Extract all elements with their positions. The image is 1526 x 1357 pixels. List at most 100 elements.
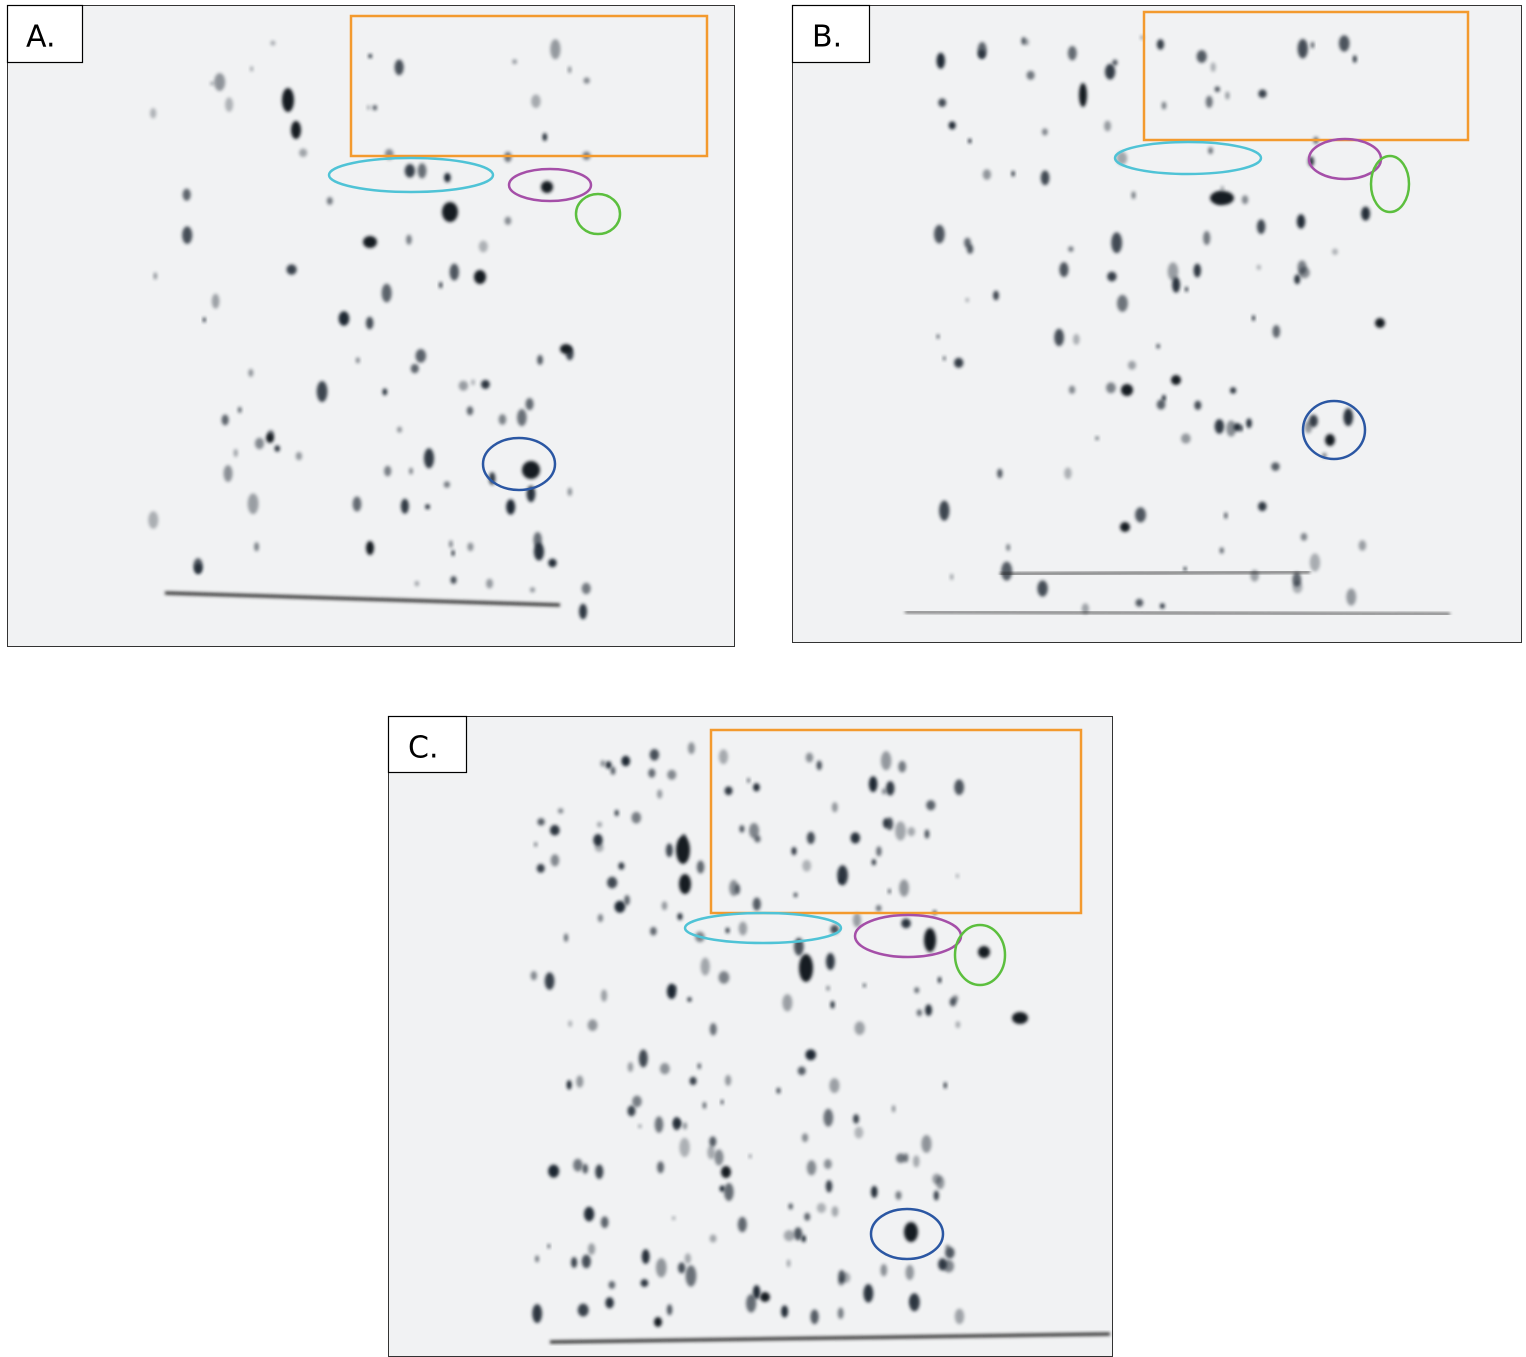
gel-spot — [1197, 50, 1207, 63]
gel-spot — [250, 66, 253, 71]
gel-spot — [542, 133, 547, 141]
gel-spot — [802, 1133, 808, 1142]
gel-spot — [601, 989, 607, 1001]
gel-spot — [679, 1138, 689, 1157]
gel-spot — [444, 173, 451, 182]
gel-spot — [615, 810, 619, 817]
gel-spot — [697, 1063, 701, 1069]
gel-spot — [1242, 195, 1248, 204]
gel-spot — [685, 1253, 691, 1263]
gel-spot — [214, 73, 225, 91]
gel-spot — [855, 1021, 865, 1035]
gel-spot — [882, 788, 887, 794]
gel-spot — [415, 581, 420, 586]
gel-spot — [418, 163, 427, 178]
gel-spot — [983, 169, 991, 180]
gel-spot — [830, 1001, 834, 1009]
gel-spot — [1006, 544, 1010, 551]
gel-spot — [274, 445, 280, 452]
gel-spot — [788, 1203, 793, 1209]
gel-spot — [291, 121, 301, 139]
gel-spot — [1246, 418, 1252, 428]
gel-spot — [548, 559, 556, 568]
gel-spot — [1073, 334, 1080, 345]
gel-spot — [1343, 408, 1353, 426]
gel-spot — [655, 1116, 664, 1132]
gel-spot — [954, 779, 964, 795]
gel-spot — [881, 751, 891, 770]
gel-spot — [832, 1206, 839, 1217]
gel-spot — [582, 1164, 588, 1174]
gel-spot — [782, 994, 792, 1011]
gel-spot — [678, 1262, 685, 1273]
gel-spot — [1104, 121, 1111, 132]
gel-spot — [687, 997, 692, 1002]
gel-spot — [363, 236, 377, 248]
gel-spot — [567, 488, 572, 496]
gel-spot — [299, 148, 307, 157]
gel-spot — [286, 264, 296, 274]
gel-spot — [1121, 384, 1133, 396]
gel-spot — [584, 1207, 594, 1222]
gel-spot — [805, 1049, 816, 1060]
gel-spot — [153, 272, 157, 279]
gel-spot — [829, 1078, 839, 1093]
gel-spot — [618, 862, 624, 869]
gel-spot — [1220, 547, 1224, 553]
gel-spot — [225, 97, 233, 112]
gel-spot — [720, 1185, 725, 1191]
gel-spot — [382, 284, 392, 303]
gel-spot — [1160, 603, 1165, 609]
gel-spot — [406, 235, 412, 245]
gel-spot — [182, 226, 192, 243]
gel-spot — [936, 1176, 944, 1189]
gel-spot — [1001, 562, 1012, 581]
gel-spot — [1184, 567, 1187, 571]
gel-spot — [1311, 42, 1314, 49]
gel-spot — [481, 380, 490, 389]
gel-spot — [479, 241, 488, 253]
panel-label: C. — [408, 731, 438, 766]
gel-spot — [690, 1077, 697, 1085]
gel-spot — [1042, 128, 1048, 135]
gel-spot — [880, 1264, 887, 1276]
gel-spot — [615, 901, 626, 913]
gel-spot — [1194, 401, 1201, 410]
gel-spot — [270, 41, 275, 46]
gel-spot — [832, 802, 838, 812]
gel-spot — [824, 1159, 832, 1169]
gel-spot — [627, 1106, 635, 1117]
gel-spot — [571, 1257, 577, 1268]
gel-spot — [1211, 62, 1216, 72]
gel-spot — [824, 1109, 834, 1127]
gel-spot — [442, 202, 458, 222]
gel-spot — [1128, 361, 1136, 370]
gel-spot — [686, 1265, 697, 1286]
gel-spot — [725, 786, 733, 795]
gel-spot — [1271, 462, 1280, 471]
gel-spot — [956, 1021, 961, 1028]
gel-spot — [876, 905, 882, 912]
gel-spot — [710, 1023, 717, 1035]
gel-spot — [853, 913, 861, 928]
gel-spot — [1105, 64, 1115, 80]
gel-spot — [753, 898, 761, 911]
gel-spot — [148, 511, 158, 529]
gel-spot — [531, 971, 537, 980]
gel-spot — [606, 761, 612, 769]
gel-spot — [914, 987, 919, 993]
gel-spot — [1135, 599, 1143, 607]
gel-spot — [224, 465, 233, 482]
gel-spot — [968, 139, 971, 144]
gel-spot — [760, 1292, 770, 1302]
gel-spot — [787, 1259, 791, 1267]
gel-spot — [449, 540, 453, 548]
gel-spot — [1208, 147, 1213, 154]
gel-spot — [781, 1305, 788, 1317]
gel-spot — [739, 825, 744, 833]
gel-spot — [506, 499, 515, 514]
gel-spot — [597, 822, 602, 828]
gel-spot — [943, 356, 946, 360]
gel-spot — [638, 1124, 642, 1128]
gel-spot — [474, 270, 486, 284]
